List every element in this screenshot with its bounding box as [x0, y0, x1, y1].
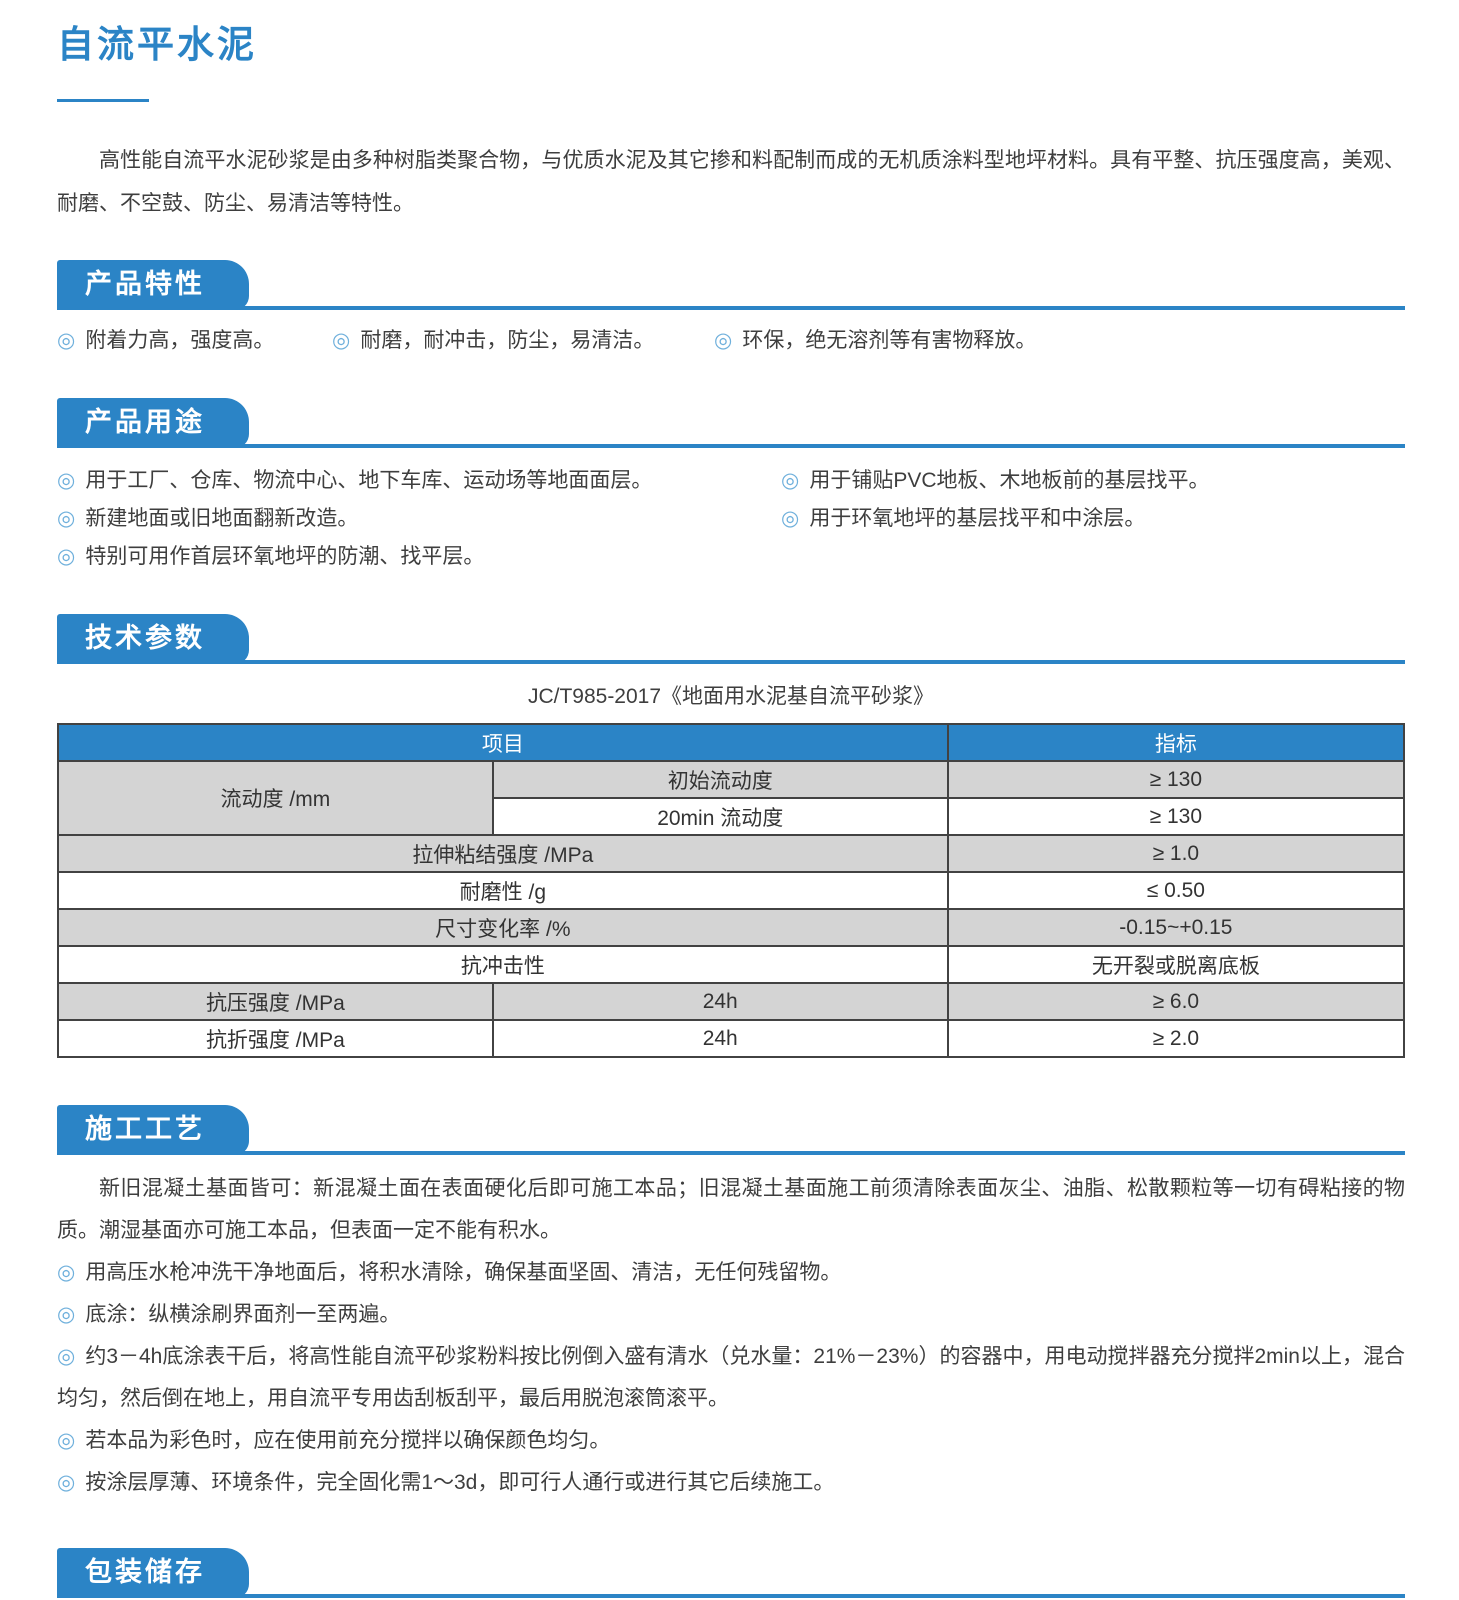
feature-item-text: 耐磨，耐冲击，防尘，易清洁。: [360, 329, 655, 352]
use-item-text: 特别可用作首层环氧地坪的防潮、找平层。: [85, 545, 485, 568]
table-cell: 耐磨性 /g: [57, 871, 949, 910]
section-header-uses: 产品用途: [57, 398, 1405, 448]
table-row: 拉伸粘结强度 /MPa ≥ 1.0: [57, 834, 1406, 873]
process-step: ◎ 若本品为彩色时，应在使用前充分搅拌以确保颜色均匀。: [57, 1420, 1405, 1462]
table-cell: 抗冲击性: [57, 945, 949, 984]
table-cell: 24h: [491, 982, 949, 1021]
table-cell: 初始流动度: [491, 760, 949, 799]
double-circle-bullet-icon: ◎: [57, 1345, 76, 1368]
process-step-text: 约3－4h底涂表干后，将高性能自流平砂浆粉料按比例倒入盛有清水（兑水量：21%－…: [57, 1345, 1405, 1410]
process-step-text: 用高压水枪冲洗干净地面后，将积水清除，确保基面坚固、清洁，无任何残留物。: [85, 1261, 842, 1284]
process-step-text: 若本品为彩色时，应在使用前充分搅拌以确保颜色均匀。: [85, 1429, 611, 1452]
title-underline: [57, 99, 149, 102]
use-item-text: 用于环氧地坪的基层找平和中涂层。: [809, 507, 1146, 530]
section-rule: [57, 1151, 1405, 1155]
table-cell: 抗折强度 /MPa: [57, 1019, 494, 1058]
double-circle-bullet-icon: ◎: [781, 469, 800, 492]
section-tab-process: 施工工艺: [57, 1105, 249, 1155]
double-circle-bullet-icon: ◎: [57, 545, 76, 568]
table-cell: ≥ 1.0: [946, 834, 1406, 873]
use-item: ◎ 用于环氧地坪的基层找平和中涂层。: [781, 500, 1405, 538]
use-item: ◎ 用于铺贴PVC地板、木地板前的基层找平。: [781, 462, 1405, 500]
process-step: ◎ 约3－4h底涂表干后，将高性能自流平砂浆粉料按比例倒入盛有清水（兑水量：21%…: [57, 1336, 1405, 1420]
feature-item: ◎ 耐磨，耐冲击，防尘，易清洁。: [332, 325, 714, 357]
process-step: ◎ 用高压水枪冲洗干净地面后，将积水清除，确保基面坚固、清洁，无任何残留物。: [57, 1252, 1405, 1294]
double-circle-bullet-icon: ◎: [781, 507, 800, 530]
use-item: ◎ 新建地面或旧地面翻新改造。: [57, 500, 781, 538]
uses-left-column: ◎ 用于工厂、仓库、物流中心、地下车库、运动场等地面面层。 ◎ 新建地面或旧地面翻新…: [57, 462, 781, 576]
feature-item: ◎ 附着力高，强度高。: [57, 325, 332, 357]
use-item-text: 用于工厂、仓库、物流中心、地下车库、运动场等地面面层。: [85, 469, 653, 492]
use-item: ◎ 用于工厂、仓库、物流中心、地下车库、运动场等地面面层。: [57, 462, 781, 500]
section-header-tech: 技术参数: [57, 614, 1405, 664]
double-circle-bullet-icon: ◎: [332, 329, 351, 352]
table-row: 耐磨性 /g ≤ 0.50: [57, 871, 1406, 910]
process-step: ◎ 底涂：纵横涂刷界面剂一至两遍。: [57, 1294, 1405, 1336]
section-tab-packing: 包装储存: [57, 1548, 249, 1598]
feature-item-text: 环保，绝无溶剂等有害物释放。: [742, 329, 1037, 352]
uses-list: ◎ 用于工厂、仓库、物流中心、地下车库、运动场等地面面层。 ◎ 新建地面或旧地面翻新…: [57, 462, 1405, 576]
table-row: 抗折强度 /MPa 24h ≥ 2.0: [57, 1019, 1406, 1058]
table-cell: -0.15~+0.15: [946, 908, 1406, 947]
table-header-item: 项目: [57, 723, 949, 762]
double-circle-bullet-icon: ◎: [57, 1261, 76, 1284]
table-cell: 拉伸粘结强度 /MPa: [57, 834, 949, 873]
table-cell: 无开裂或脱离底板: [946, 945, 1406, 984]
table-header-row: 项目 指标: [57, 723, 1406, 762]
table-cell: 24h: [491, 1019, 949, 1058]
feature-item: ◎ 环保，绝无溶剂等有害物释放。: [714, 325, 1405, 357]
process-intro: 新旧混凝土基面皆可：新混凝土面在表面硬化后即可施工本品；旧混凝土基面施工前须清除…: [57, 1177, 1405, 1242]
section-rule: [57, 660, 1405, 664]
section-tab-tech: 技术参数: [57, 614, 249, 664]
table-cell-group: 流动度 /mm: [57, 760, 494, 836]
use-item: ◎ 特别可用作首层环氧地坪的防潮、找平层。: [57, 538, 781, 576]
process-step-text: 按涂层厚薄、环境条件，完全固化需1～3d，即可行人通行或进行其它后续施工。: [85, 1471, 835, 1494]
process-step-text: 底涂：纵横涂刷界面剂一至两遍。: [85, 1303, 401, 1326]
page-title: 自流平水泥: [57, 24, 257, 65]
table-row: 尺寸变化率 /% -0.15~+0.15: [57, 908, 1406, 947]
double-circle-bullet-icon: ◎: [57, 469, 76, 492]
table-header-index: 指标: [946, 723, 1406, 762]
table-cell: 尺寸变化率 /%: [57, 908, 949, 947]
table-cell: ≥ 130: [946, 797, 1406, 836]
section-rule: [57, 444, 1405, 448]
tech-specs-table: 项目 指标 流动度 /mm 初始流动度 ≥ 130 20min 流动度 ≥ 13…: [57, 723, 1406, 1058]
section-header-features: 产品特性: [57, 260, 1405, 310]
section-tab-features: 产品特性: [57, 260, 249, 310]
features-list: ◎ 附着力高，强度高。 ◎ 耐磨，耐冲击，防尘，易清洁。 ◎ 环保，绝无溶剂等有害物释…: [57, 325, 1405, 357]
tech-standard-caption: JC/T985-2017《地面用水泥基自流平砂浆》: [527, 685, 935, 708]
table-cell: ≥ 2.0: [946, 1019, 1406, 1058]
feature-item-text: 附着力高，强度高。: [85, 329, 275, 352]
section-tab-uses: 产品用途: [57, 398, 249, 448]
section-header-process: 施工工艺: [57, 1105, 1405, 1155]
table-cell: 20min 流动度: [491, 797, 949, 836]
section-rule: [57, 306, 1405, 310]
table-cell: ≤ 0.50: [946, 871, 1406, 910]
table-cell: 抗压强度 /MPa: [57, 982, 494, 1021]
use-item-text: 用于铺贴PVC地板、木地板前的基层找平。: [809, 469, 1210, 492]
process-step: ◎ 按涂层厚薄、环境条件，完全固化需1～3d，即可行人通行或进行其它后续施工。: [57, 1462, 1405, 1504]
use-item-text: 新建地面或旧地面翻新改造。: [85, 507, 359, 530]
double-circle-bullet-icon: ◎: [57, 1303, 76, 1326]
section-rule: [57, 1594, 1405, 1598]
table-row: 流动度 /mm 初始流动度 ≥ 130: [57, 760, 1406, 836]
table-cell: ≥ 130: [946, 760, 1406, 799]
uses-right-column: ◎ 用于铺贴PVC地板、木地板前的基层找平。 ◎ 用于环氧地坪的基层找平和中涂层。: [781, 462, 1405, 576]
double-circle-bullet-icon: ◎: [57, 1429, 76, 1452]
table-row: 抗冲击性 无开裂或脱离底板: [57, 945, 1406, 984]
table-row: 抗压强度 /MPa 24h ≥ 6.0: [57, 982, 1406, 1021]
table-row: 20min 流动度 ≥ 130: [58, 797, 1406, 836]
intro-paragraph: 高性能自流平水泥砂浆是由多种树脂类聚合物，与优质水泥及其它掺和料配制而成的无机质…: [57, 149, 1405, 215]
double-circle-bullet-icon: ◎: [57, 329, 76, 352]
section-header-packing: 包装储存: [57, 1548, 1405, 1598]
double-circle-bullet-icon: ◎: [57, 507, 76, 530]
double-circle-bullet-icon: ◎: [714, 329, 733, 352]
table-cell: ≥ 6.0: [946, 982, 1406, 1021]
double-circle-bullet-icon: ◎: [57, 1471, 76, 1494]
